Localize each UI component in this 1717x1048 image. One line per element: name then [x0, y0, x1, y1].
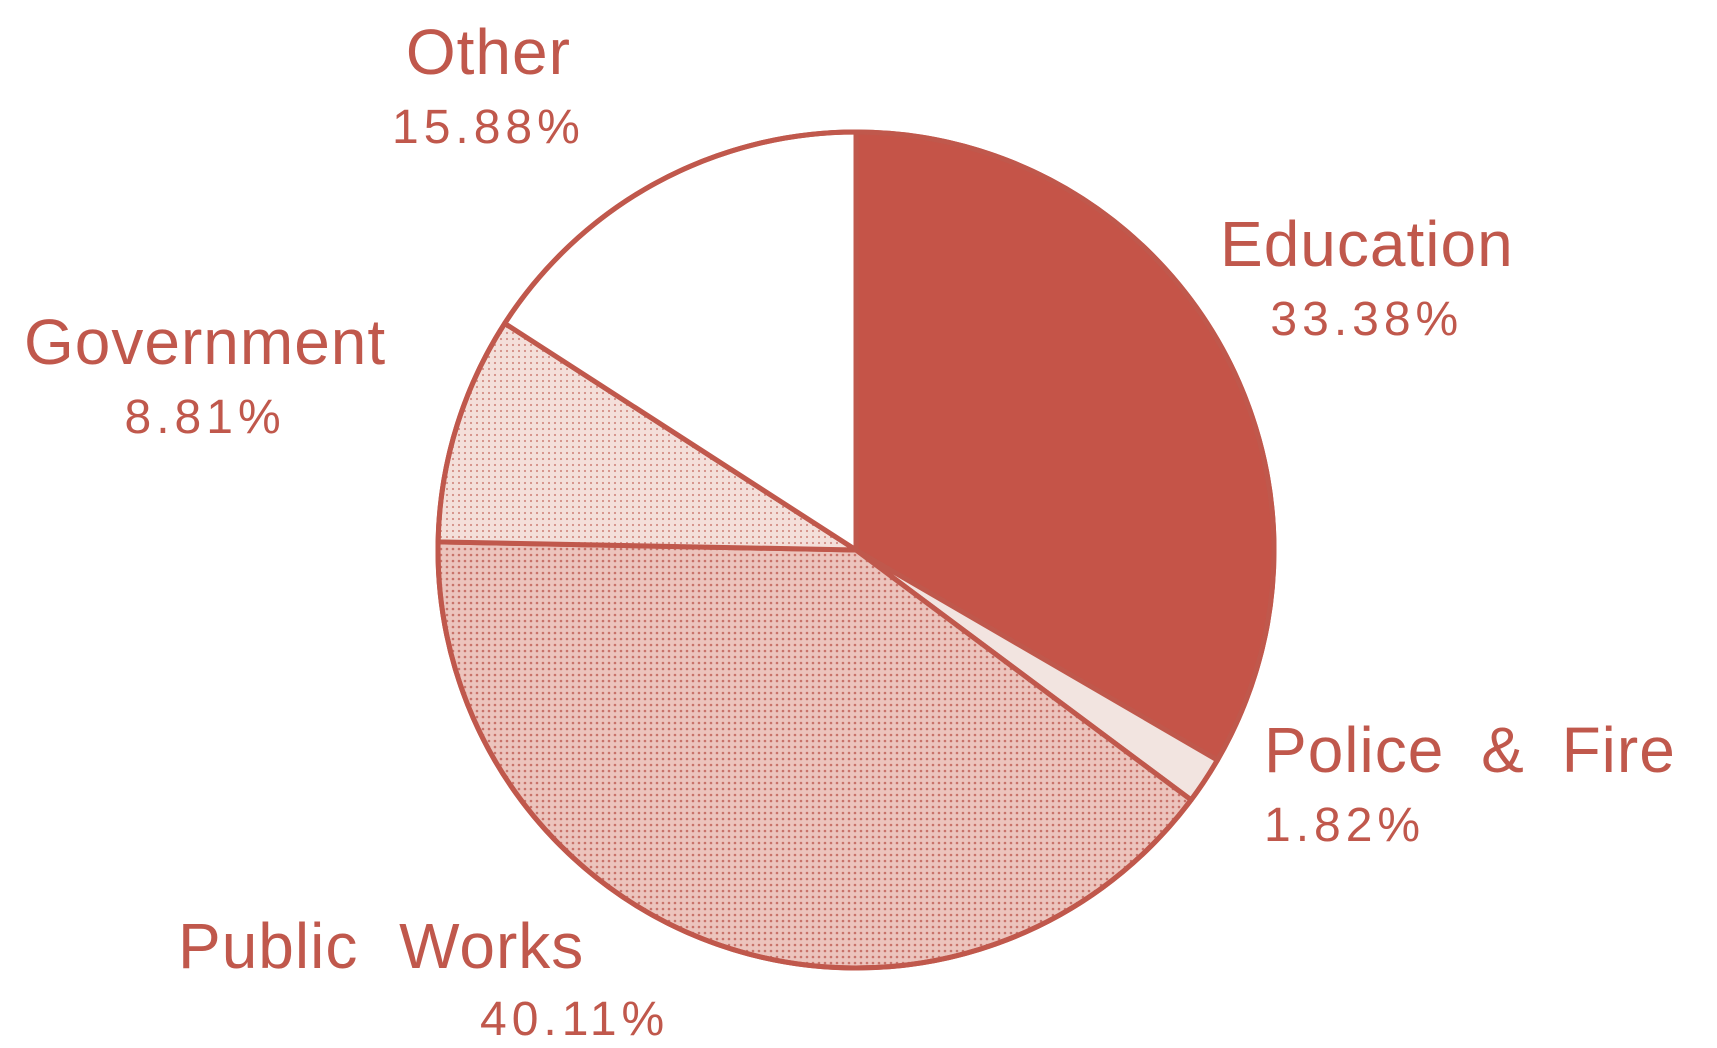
- slice-percent-public-works: 40.11%: [480, 993, 670, 1046]
- slice-label-police-fire: Police & Fire 1.82%: [1264, 718, 1676, 850]
- slice-label-education: Education 33.38%: [1220, 212, 1514, 344]
- slice-name-other: Other: [405, 16, 571, 88]
- slice-name-education: Education: [1220, 208, 1514, 280]
- slice-name-public-works: Public Works: [178, 910, 585, 982]
- pie-outline: [435, 129, 1277, 971]
- slice-percent-education: 33.38%: [1270, 293, 1464, 346]
- slice-label-government: Government 8.81%: [24, 310, 386, 442]
- slice-label-public-works: Public Works 40.11%: [178, 914, 669, 1044]
- slice-label-other: Other 15.88%: [392, 20, 585, 152]
- pie-slices: [435, 129, 1277, 971]
- slice-name-government: Government: [24, 306, 387, 378]
- slice-percent-government: 8.81%: [124, 391, 286, 444]
- slice-percent-police-fire: 1.82%: [1264, 799, 1426, 852]
- slice-name-police-fire: Police & Fire: [1264, 714, 1676, 786]
- slice-percent-other: 15.88%: [392, 101, 585, 154]
